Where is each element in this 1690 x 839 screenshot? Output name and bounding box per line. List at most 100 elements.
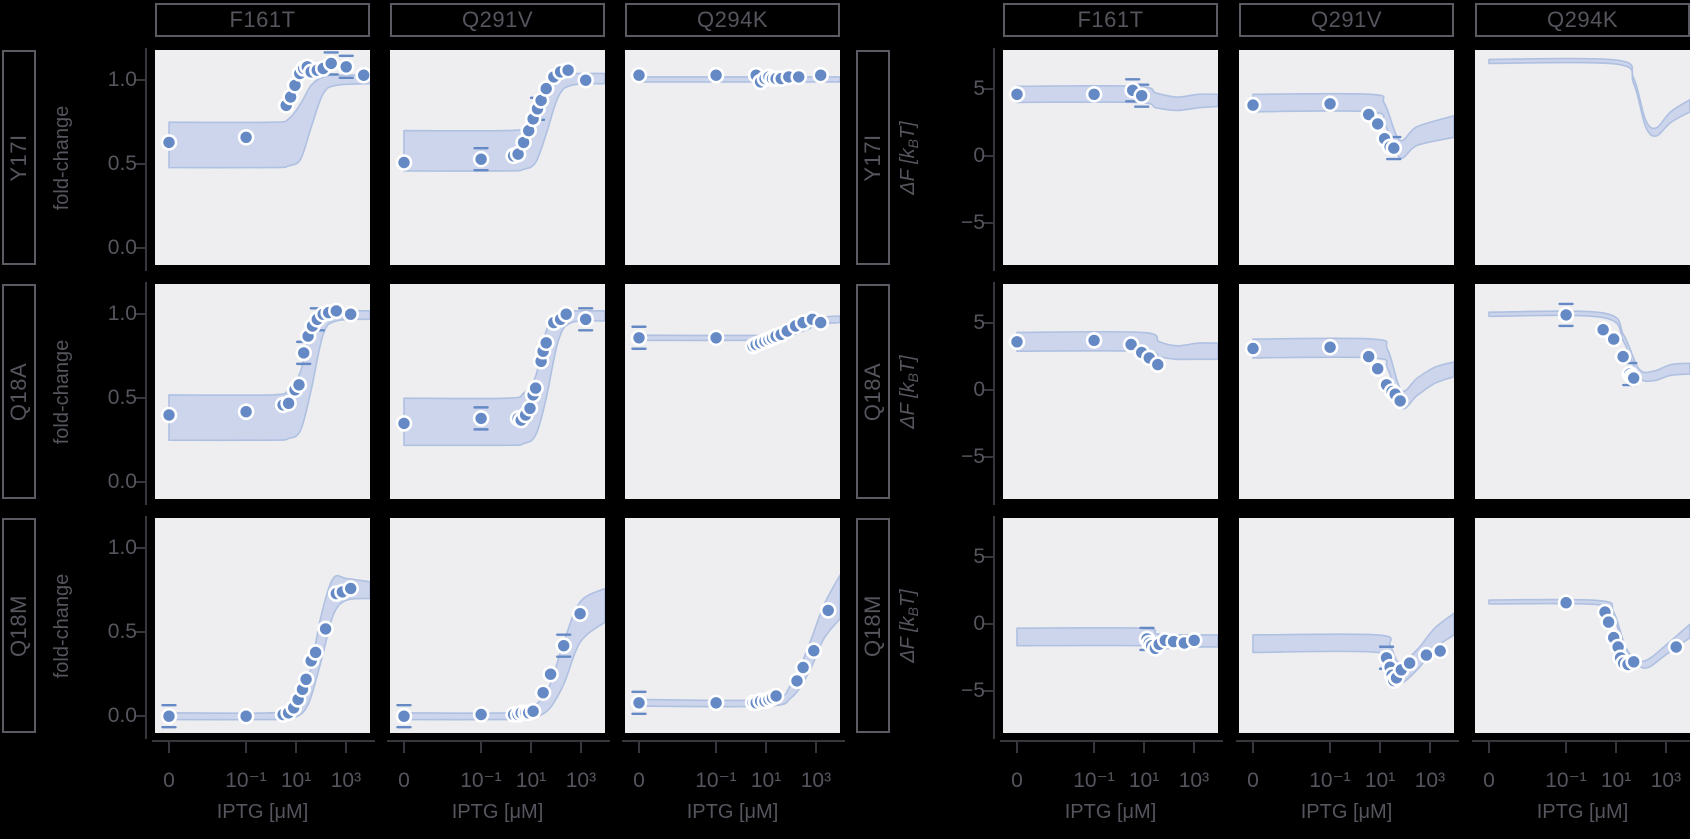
panel-Q18M-Q294K [1475, 518, 1690, 733]
y-tick-mark [982, 456, 993, 459]
x-tick-label: 0 [1247, 769, 1259, 792]
x-axis-label: IPTG [μM] [451, 801, 544, 823]
panel-plot [160, 51, 370, 169]
y-tick-label: 5 [973, 544, 985, 568]
panel-Q18M-F161T [1003, 518, 1218, 733]
y-axis-spine [145, 282, 147, 505]
row-label: Y17I [856, 50, 890, 265]
x-tick-label: 10¹ [280, 769, 312, 792]
x-tick-label: 10⁻¹ [1545, 769, 1587, 792]
x-tick-label: 0 [163, 769, 175, 792]
column-header: Q291V [390, 3, 605, 37]
panel-Y17I-Q291V [390, 50, 605, 265]
panel-Q18M-Q291V [1239, 518, 1454, 733]
row-label: Y17I [2, 50, 36, 265]
x-tick-label: 10¹ [1600, 769, 1632, 792]
panel-plot [1008, 78, 1218, 112]
column-header: F161T [155, 3, 370, 37]
y-tick-mark [134, 547, 145, 550]
panel-plot [630, 310, 840, 355]
x-tick-label: 10⁻¹ [695, 769, 737, 792]
panel-plot [1252, 612, 1454, 689]
x-tick-mark [1428, 742, 1431, 753]
panel-Q18M-Q291V [390, 518, 605, 733]
panel-plot [1244, 92, 1454, 161]
x-tick-mark [1564, 742, 1567, 753]
panel-plot [395, 305, 605, 447]
y-tick-mark [982, 222, 993, 225]
x-tick-mark [714, 742, 717, 753]
row-label-text: Y17I [6, 133, 31, 182]
column-header: Q294K [1475, 3, 1690, 37]
y-tick-mark [982, 690, 993, 693]
y-tick-mark [134, 481, 145, 484]
x-axis-spine [622, 740, 845, 742]
y-tick-mark [982, 321, 993, 324]
panel-Y17I-Q294K [625, 50, 840, 265]
y-axis-label: fold-change [51, 292, 77, 492]
panel-plot [630, 574, 840, 715]
x-tick-mark [814, 742, 817, 753]
x-tick-mark [637, 742, 640, 753]
x-axis-label: IPTG [μM] [686, 801, 779, 823]
x-tick-mark [1015, 742, 1018, 753]
y-tick-label: 5 [973, 76, 985, 100]
y-tick-label: 0.5 [107, 152, 137, 176]
row-label: Q18A [2, 284, 36, 499]
panel-Q18A-Q294K [1475, 284, 1690, 499]
x-tick-label: 10⁻¹ [1309, 769, 1351, 792]
panel-plot [395, 587, 605, 729]
x-tick-mark [1192, 742, 1195, 753]
y-tick-label: 0.5 [107, 620, 137, 644]
y-axis-spine [145, 48, 147, 271]
x-tick-mark [295, 742, 298, 753]
x-axis-spine [1472, 740, 1690, 742]
x-tick-label: 10⁻¹ [225, 769, 267, 792]
x-tick-label: 0 [398, 769, 410, 792]
y-axis-label-text: ΔF [k [897, 381, 919, 429]
panel-plot [1488, 302, 1690, 387]
x-tick-label: 10¹ [1128, 769, 1160, 792]
y-axis-label: ΔF [kBT] [897, 58, 923, 258]
x-tick-label: 10³ [1414, 769, 1446, 792]
y-tick-label: 0.0 [107, 470, 137, 494]
x-axis-spine [152, 740, 375, 742]
panel-plot [1488, 57, 1690, 137]
x-tick-mark [765, 742, 768, 753]
panel-plot [1244, 337, 1454, 410]
x-tick-label: 10¹ [750, 769, 782, 792]
y-tick-mark [982, 155, 993, 158]
panel-plot [1008, 330, 1218, 373]
x-tick-label: 10³ [330, 769, 362, 792]
y-tick-mark [134, 79, 145, 82]
y-tick-mark [982, 623, 993, 626]
y-axis-label-text: fold-change [51, 105, 73, 210]
x-tick-mark [1143, 742, 1146, 753]
y-tick-mark [134, 247, 145, 250]
panel-plot [1488, 594, 1690, 673]
y-axis-spine [993, 48, 995, 271]
y-axis-label-text: ΔF [k [897, 147, 919, 195]
y-tick-mark [134, 313, 145, 316]
x-axis-label: IPTG [μM] [216, 801, 309, 823]
x-tick-label: 10⁻¹ [460, 769, 502, 792]
y-tick-label: 0.0 [107, 236, 137, 260]
x-tick-mark [1328, 742, 1331, 753]
panel-Q18M-Q294K [625, 518, 840, 733]
x-tick-mark [479, 742, 482, 753]
x-tick-label: 10¹ [515, 769, 547, 792]
panel-Q18A-Q294K [625, 284, 840, 499]
y-tick-label: 0.5 [107, 386, 137, 410]
x-tick-label: 10³ [1650, 769, 1682, 792]
row-label: Q18M [2, 518, 36, 733]
row-label-text: Q18M [6, 594, 31, 657]
x-tick-mark [1092, 742, 1095, 753]
x-axis-spine [1000, 740, 1223, 742]
y-tick-mark [134, 631, 145, 634]
y-axis-label: ΔF [kBT] [897, 292, 923, 492]
y-tick-label: −5 [961, 445, 985, 469]
x-tick-mark [1379, 742, 1382, 753]
panel-Y17I-Q294K [1475, 50, 1690, 265]
panel-Q18M-F161T [155, 518, 370, 733]
panel-Q18A-Q291V [1239, 284, 1454, 499]
